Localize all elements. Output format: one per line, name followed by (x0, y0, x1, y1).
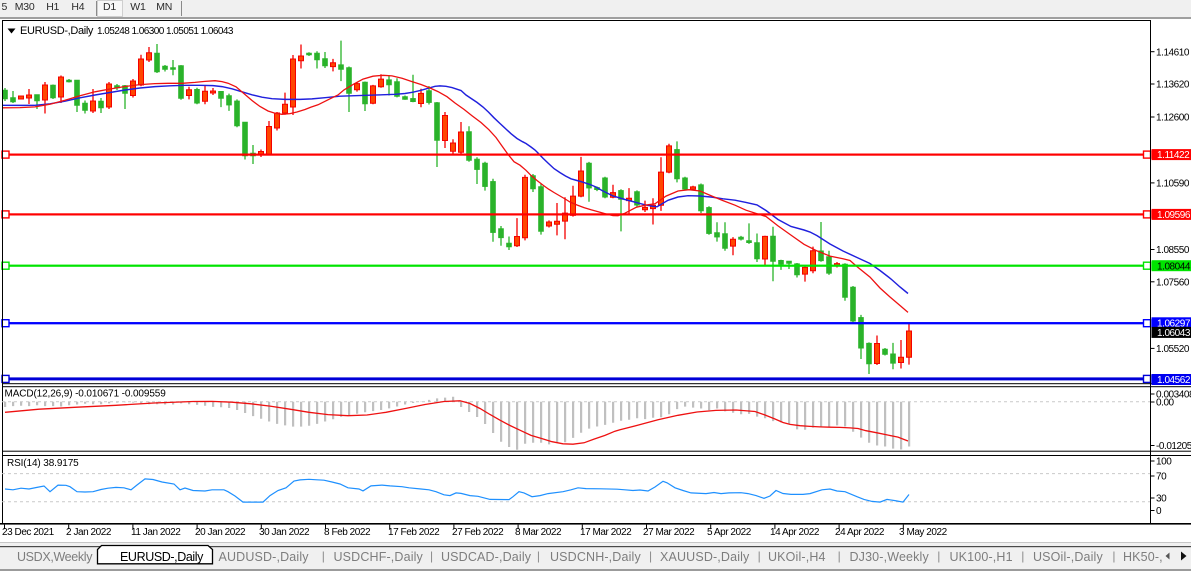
svg-text:1.11422: 1.11422 (1157, 150, 1190, 161)
svg-text:8 Mar 2022: 8 Mar 2022 (515, 527, 562, 538)
svg-text:1.10590: 1.10590 (1156, 179, 1190, 190)
svg-text:30 Jan 2022: 30 Jan 2022 (259, 527, 310, 538)
svg-text:24 Apr 2022: 24 Apr 2022 (835, 527, 885, 538)
svg-text:2 Jan 2022: 2 Jan 2022 (66, 527, 112, 538)
svg-text:1.04562: 1.04562 (1157, 375, 1191, 386)
svg-text:23 Dec 2021: 23 Dec 2021 (2, 527, 55, 538)
svg-text:RSI(14) 38.9175: RSI(14) 38.9175 (7, 458, 79, 469)
svg-text:1.05248 1.06300 1.05051 1.0604: 1.05248 1.06300 1.05051 1.06043 (97, 26, 234, 37)
svg-text:3 May 2022: 3 May 2022 (899, 527, 948, 538)
svg-text:1.12600: 1.12600 (1156, 113, 1190, 124)
svg-text:0.00: 0.00 (1156, 398, 1175, 409)
svg-text:11 Jan 2022: 11 Jan 2022 (131, 527, 181, 538)
svg-text:1.08550: 1.08550 (1156, 245, 1190, 256)
svg-text:17 Mar 2022: 17 Mar 2022 (580, 527, 632, 538)
svg-text:1.09596: 1.09596 (1157, 210, 1191, 221)
svg-text:20 Jan 2022: 20 Jan 2022 (195, 527, 246, 538)
svg-text:1.08044: 1.08044 (1157, 261, 1191, 272)
svg-text:MACD(12,26,9) -0.010671 -0.009: MACD(12,26,9) -0.010671 -0.009559 (5, 389, 167, 400)
svg-text:1.06043: 1.06043 (1157, 328, 1191, 339)
svg-text:17 Feb 2022: 17 Feb 2022 (388, 527, 440, 538)
svg-text:1.13620: 1.13620 (1156, 80, 1190, 91)
svg-text:100: 100 (1156, 457, 1172, 468)
svg-text:0: 0 (1156, 506, 1162, 517)
svg-text:1.07560: 1.07560 (1156, 277, 1190, 288)
svg-text:EURUSD-,Daily: EURUSD-,Daily (20, 25, 94, 37)
svg-text:14 Apr 2022: 14 Apr 2022 (770, 527, 820, 538)
svg-text:27 Feb 2022: 27 Feb 2022 (452, 527, 504, 538)
svg-text:70: 70 (1156, 472, 1167, 483)
svg-text:30: 30 (1156, 494, 1167, 505)
svg-text:1.14610: 1.14610 (1156, 47, 1190, 58)
svg-text:5 Apr 2022: 5 Apr 2022 (707, 527, 752, 538)
svg-text:27 Mar 2022: 27 Mar 2022 (643, 527, 695, 538)
svg-text:-0.0120595: -0.0120595 (1156, 441, 1191, 452)
svg-text:8 Feb 2022: 8 Feb 2022 (324, 527, 371, 538)
svg-text:1.05520: 1.05520 (1156, 344, 1190, 355)
